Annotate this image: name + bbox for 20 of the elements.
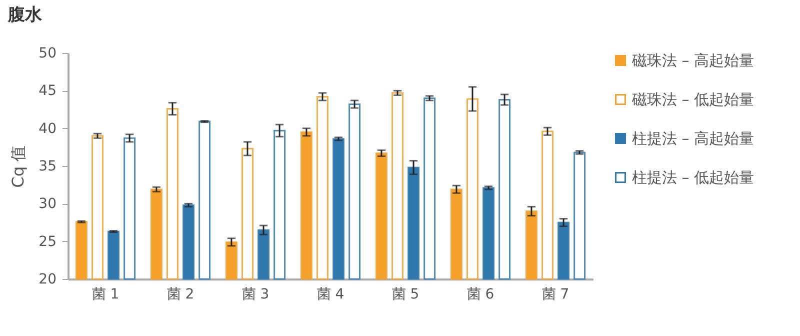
legend-label: 磁珠法 – 低起始量 [631, 90, 754, 108]
y-tick-label: 45 [38, 83, 56, 100]
y-tick-label: 50 [38, 46, 56, 62]
y-tick-label: 30 [38, 196, 56, 212]
chart-title: 腹水 [7, 5, 43, 25]
legend-label: 柱提法 – 低起始量 [632, 168, 754, 186]
y-tick-label: 25 [38, 234, 56, 250]
y-tick-label: 20 [38, 272, 56, 288]
x-tick-label: 菌 3 [242, 286, 270, 302]
legend-label: 柱提法 – 高起始量 [632, 130, 754, 148]
x-tick-label: 菌 6 [466, 286, 494, 302]
y-axis-title: Cq 值 [8, 145, 28, 188]
x-tick-label: 菌 2 [166, 286, 194, 302]
legend-label: 磁珠法 – 高起始量 [631, 52, 754, 70]
x-tick-label: 菌 4 [316, 286, 344, 302]
x-tick-label: 菌 5 [392, 286, 420, 302]
x-tick-label: 菌 7 [542, 286, 570, 302]
y-tick-label: 35 [38, 158, 56, 174]
y-tick-label: 40 [38, 120, 56, 137]
x-tick-label: 菌 1 [92, 286, 120, 302]
